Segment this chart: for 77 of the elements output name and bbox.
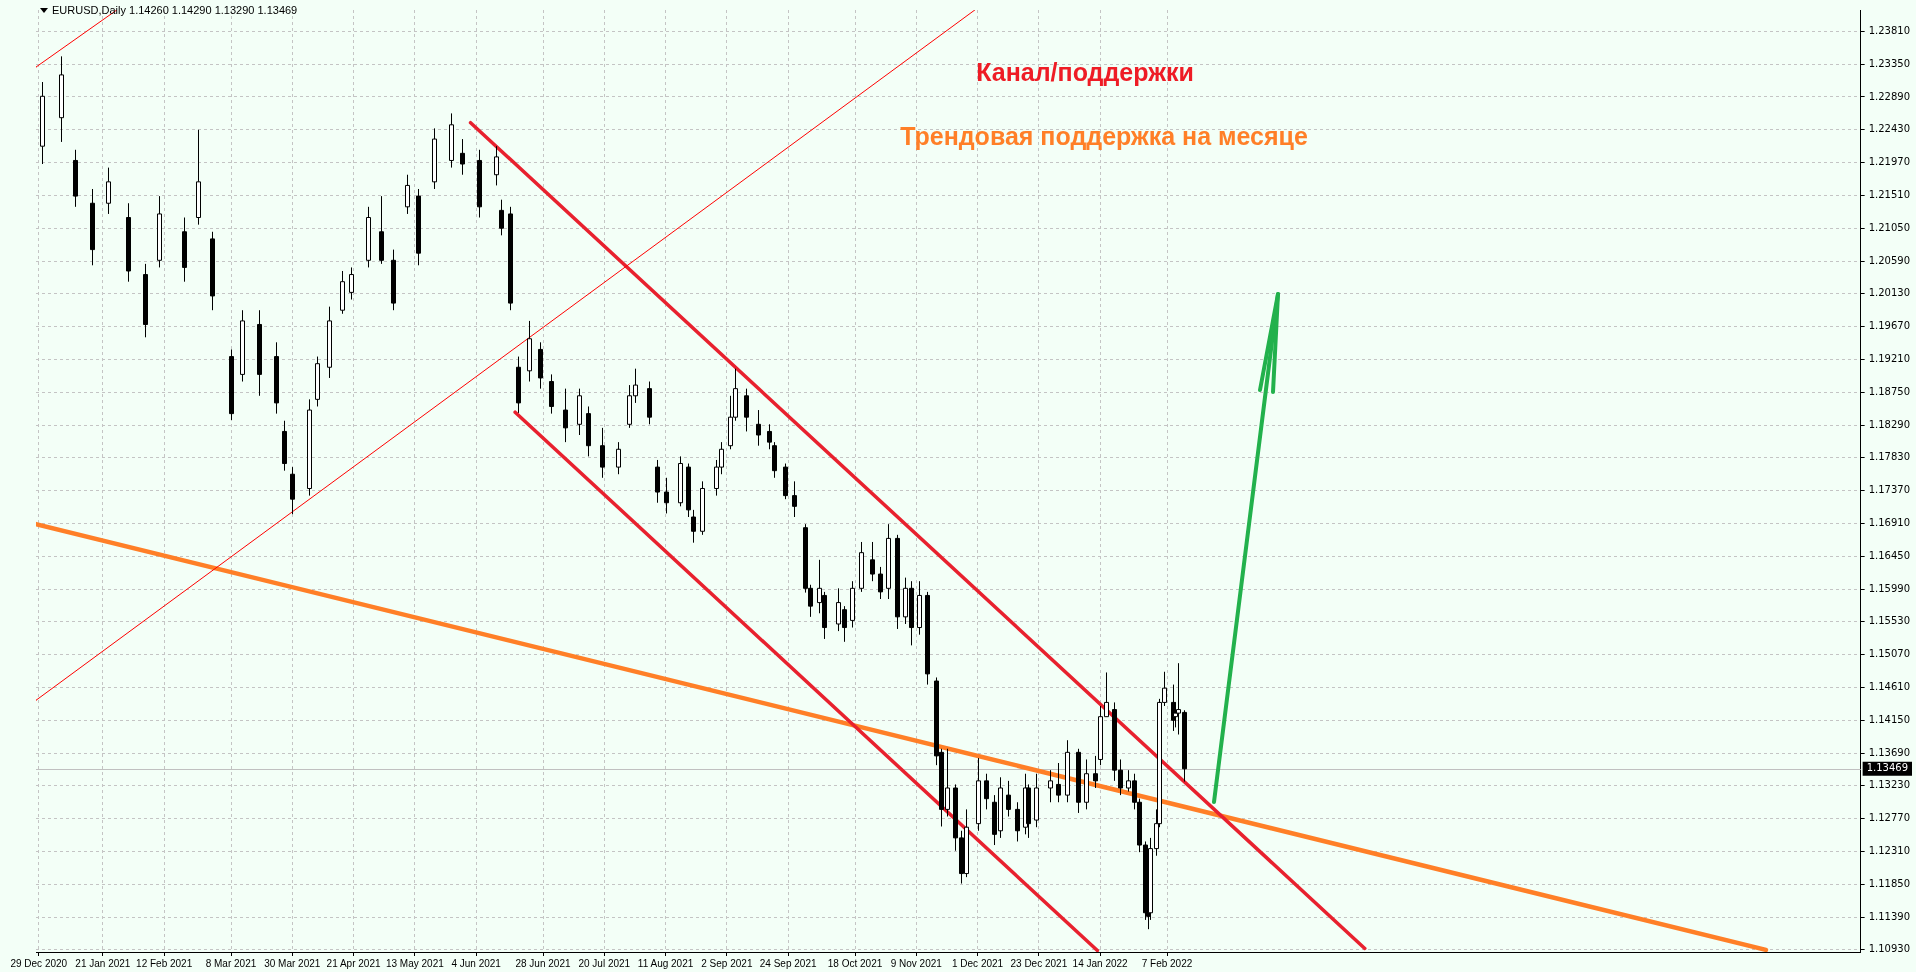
y-tick-label: 1.17830 [1868,451,1911,463]
x-tick-label: 11 Aug 2021 [637,957,694,969]
candlestick [157,195,162,268]
y-tick-label: 1.15530 [1868,615,1911,627]
candlestick [647,381,652,425]
x-tick-label: 7 Feb 2022 [1141,957,1193,969]
candlestick [549,373,554,415]
x-tick-label: 18 Oct 2021 [827,957,883,969]
annotation: Трендовая поддержка на месяце [900,122,1308,151]
candlestick [327,306,332,379]
candlestick [315,356,320,407]
candlestick [257,309,262,397]
y-tick-label: 1.13690 [1868,746,1911,758]
candlestick [182,217,187,283]
x-tick-label: 1 Dec 2021 [952,957,1004,969]
x-tick-label: 12 Feb 2021 [136,957,193,969]
y-tick-label: 1.13230 [1868,779,1911,791]
annotation: EURUSD,Daily 1.14260 1.14290 1.13290 1.13469 [52,4,298,16]
candlestick [340,270,345,315]
x-tick-label: 2 Sep 2021 [701,957,753,969]
y-tick-label: 1.12770 [1868,812,1911,824]
y-tick-label: 1.22890 [1868,90,1911,102]
candlestick [1084,758,1089,810]
candlestick [349,266,354,301]
x-tick-label: 23 Dec 2021 [1010,957,1068,969]
y-tick-label: 1.20590 [1868,254,1911,266]
candlestick [240,309,245,383]
x-tick-label: 24 Sep 2021 [759,957,817,969]
y-tick-label: 1.21970 [1868,156,1911,168]
y-tick-label: 1.16910 [1868,517,1911,529]
candlestick [366,206,371,268]
x-tick-label: 14 Jan 2022 [1072,957,1129,969]
x-tick-label: 9 Nov 2021 [890,957,943,969]
candlestick [870,541,875,582]
y-tick-label: 1.14150 [1868,713,1911,725]
ref-line-label: 1.13469 [1866,762,1909,774]
candlestick [143,263,148,338]
x-tick-label: 8 Mar 2021 [205,957,257,969]
x-tick-label: 21 Jan 2021 [75,957,131,969]
candlestick [792,480,797,518]
y-tick-label: 1.21050 [1868,221,1911,233]
candlestick [196,129,201,226]
candlestick [859,541,864,593]
y-tick-label: 1.21510 [1868,189,1911,200]
y-tick-label: 1.18750 [1868,385,1911,397]
y-tick-label: 1.16450 [1868,549,1911,561]
x-tick-label: 21 Apr 2021 [326,957,381,969]
x-tick-label: 29 Dec 2020 [10,957,68,969]
y-tick-label: 1.17370 [1868,484,1911,496]
y-tick-label: 1.14610 [1868,681,1911,693]
y-tick-label: 1.18290 [1868,418,1911,430]
y-tick-label: 1.22430 [1868,123,1911,135]
y-tick-label: 1.23810 [1868,24,1911,36]
y-tick-label: 1.20130 [1868,287,1911,299]
candlestick [577,388,582,436]
candlestick [379,195,384,265]
candlestick [508,206,513,311]
y-tick-label: 1.23350 [1868,57,1911,69]
y-tick-label: 1.19210 [1868,353,1911,365]
annotation: Канал/поддержки [976,58,1194,87]
y-tick-label: 1.19670 [1868,320,1911,332]
candlestick [106,167,111,215]
candlestick [600,427,605,479]
y-tick-label: 1.15990 [1868,582,1911,594]
candlestick [449,112,454,169]
x-tick-label: 13 May 2021 [385,957,445,969]
y-tick-label: 1.12310 [1868,845,1911,857]
x-tick-label: 20 Jul 2021 [578,957,631,969]
x-tick-label: 4 Jun 2021 [451,957,502,969]
candlestick [700,480,705,536]
y-tick-label: 1.11390 [1868,910,1911,922]
y-tick-label: 1.11850 [1868,877,1911,889]
candlestick [744,388,749,432]
x-tick-label: 30 Mar 2021 [264,957,321,969]
y-tick-label: 1.10930 [1868,943,1911,955]
y-tick-label: 1.15070 [1868,648,1911,660]
x-tick-label: 28 Jun 2021 [515,957,571,969]
